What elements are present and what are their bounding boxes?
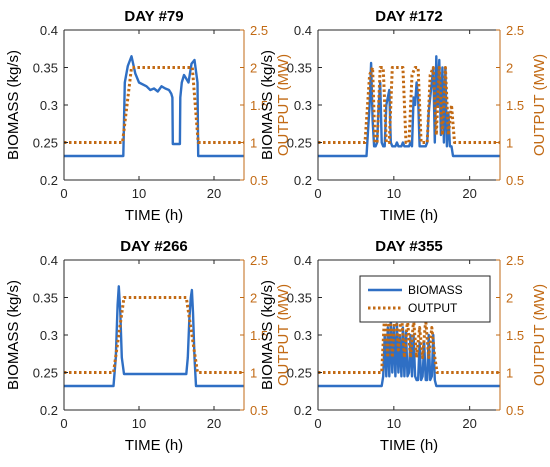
y2-tick-label: 1: [506, 136, 513, 151]
y-tick-label: 0.4: [294, 23, 312, 38]
x-tick-label: 0: [60, 186, 67, 201]
y2-tick-label: 0.5: [250, 403, 268, 418]
y-axis-label: BIOMASS (kg/s): [259, 50, 276, 160]
y2-axis-label: OUTPUT (MW): [531, 284, 548, 386]
series-biomass-line: [318, 318, 500, 388]
x-tick-label: 10: [132, 186, 146, 201]
y2-tick-label: 2: [250, 61, 257, 76]
y2-axis-label: OUTPUT (MW): [531, 54, 548, 156]
y2-axis-label: OUTPUT (MW): [275, 54, 292, 156]
plot-area: [64, 30, 244, 180]
legend: BIOMASS OUTPUT: [359, 275, 491, 323]
y-tick-label: 0.3: [40, 328, 58, 343]
y-axis-label: BIOMASS (kg/s): [5, 50, 22, 160]
y2-tick-label: 1: [250, 366, 257, 381]
y-tick-label: 0.35: [33, 61, 58, 76]
series-output-line: [318, 66, 500, 144]
y2-tick-label: 1: [506, 366, 513, 381]
legend-label-biomass: BIOMASS: [408, 283, 463, 297]
legend-label-output: OUTPUT: [408, 301, 458, 315]
y-tick-label: 0.25: [287, 136, 312, 151]
y-tick-label: 0.2: [40, 403, 58, 418]
y-tick-label: 0.25: [287, 366, 312, 381]
x-tick-label: 10: [387, 416, 401, 431]
y-tick-label: 0.3: [294, 328, 312, 343]
y2-tick-label: 2: [506, 291, 513, 306]
y2-tick-label: 2: [250, 291, 257, 306]
x-tick-label: 10: [387, 186, 401, 201]
series-output-line: [64, 296, 244, 374]
plot-area: [64, 260, 244, 410]
subplot-2: 0 10 20 0.2 0.25 0.3 0.35 0.4 0.5 1 1.5 2 2.5 DAY #17…: [259, 8, 548, 224]
y2-tick-label: 0.5: [250, 173, 268, 188]
x-tick-label: 0: [314, 186, 321, 201]
y-tick-label: 0.35: [287, 291, 312, 306]
x-tick-label: 20: [462, 416, 476, 431]
y2-tick-label: 1.5: [506, 98, 524, 113]
x-axis-label: TIME (h): [125, 207, 183, 224]
series-biomass-line: [64, 55, 244, 158]
y2-tick-label: 2.5: [250, 253, 268, 268]
y2-tick-label: 2.5: [250, 23, 268, 38]
y2-tick-label: 2.5: [506, 23, 524, 38]
y-tick-label: 0.25: [33, 366, 58, 381]
y2-tick-label: 2.5: [506, 253, 524, 268]
y-tick-label: 0.4: [40, 253, 58, 268]
chart-title: DAY #79: [124, 8, 183, 25]
chart-title: DAY #172: [375, 8, 443, 25]
subplot-3: 0 10 20 0.2 0.25 0.3 0.35 0.4 0.5 1 1.5 2 2.5 DAY #26…: [5, 238, 292, 454]
series-output-line: [318, 296, 500, 374]
legend-box: [359, 275, 491, 323]
x-axis-label: TIME (h): [380, 207, 438, 224]
x-tick-label: 20: [207, 186, 221, 201]
y-tick-label: 0.2: [294, 173, 312, 188]
y-axis-label: BIOMASS (kg/s): [259, 280, 276, 390]
subplot-1: 0 10 20 0.2 0.25 0.3 0.35 0.4 0.5 1 1.5 2 2.5 DAY #79…: [5, 8, 292, 224]
x-tick-label: 0: [314, 416, 321, 431]
y-tick-label: 0.3: [40, 98, 58, 113]
y-tick-label: 0.4: [294, 253, 312, 268]
y-tick-label: 0.3: [294, 98, 312, 113]
y-tick-label: 0.4: [40, 23, 58, 38]
x-tick-label: 20: [462, 186, 476, 201]
x-axis-label: TIME (h): [125, 437, 183, 454]
chart-title: DAY #266: [120, 238, 188, 255]
y2-tick-label: 0.5: [506, 173, 524, 188]
y2-tick-label: 1.5: [250, 98, 268, 113]
y2-tick-label: 1: [250, 136, 257, 151]
x-tick-label: 10: [132, 416, 146, 431]
subplot-4: 0 10 20 0.2 0.25 0.3 0.35 0.4 0.5 1 1.5 2 2.5 DAY #35…: [259, 238, 548, 454]
plot-area: [318, 30, 500, 180]
chart-title: DAY #355: [375, 238, 443, 255]
y-tick-label: 0.2: [294, 403, 312, 418]
series-biomass-line: [64, 285, 244, 388]
y2-tick-label: 1.5: [250, 328, 268, 343]
y2-tick-label: 0.5: [506, 403, 524, 418]
y2-axis-label: OUTPUT (MW): [275, 284, 292, 386]
y2-tick-label: 2: [506, 61, 513, 76]
y-tick-label: 0.35: [33, 291, 58, 306]
y-tick-label: 0.25: [33, 136, 58, 151]
y2-tick-label: 1.5: [506, 328, 524, 343]
y-tick-label: 0.35: [287, 61, 312, 76]
x-tick-label: 20: [207, 416, 221, 431]
x-tick-label: 0: [60, 416, 67, 431]
y-tick-label: 0.2: [40, 173, 58, 188]
x-axis-label: TIME (h): [380, 437, 438, 454]
y-axis-label: BIOMASS (kg/s): [5, 280, 22, 390]
